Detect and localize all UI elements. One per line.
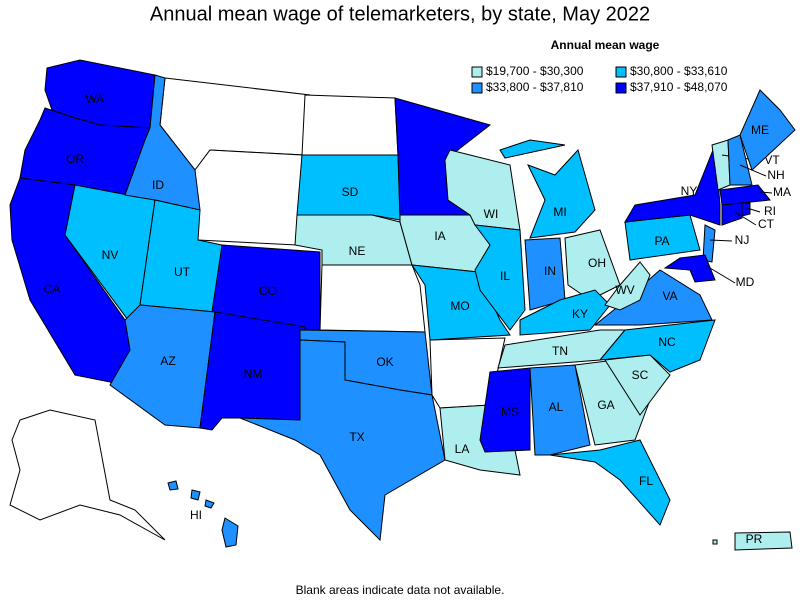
state-label: VT bbox=[764, 153, 780, 167]
legend-label: $37,910 - $48,070 bbox=[630, 80, 728, 94]
state-shape bbox=[301, 94, 399, 156]
state-shape bbox=[739, 89, 796, 171]
state-label: IA bbox=[434, 229, 445, 243]
leader-line bbox=[739, 164, 767, 177]
state-label: TN bbox=[552, 344, 568, 358]
leader-line bbox=[759, 191, 773, 194]
blank-states bbox=[9, 77, 506, 541]
state-label: WA bbox=[86, 92, 105, 106]
state-label: VA bbox=[662, 289, 677, 303]
leader-line bbox=[704, 264, 736, 284]
state-label: NH bbox=[767, 168, 784, 182]
state-label: NM bbox=[244, 367, 263, 381]
state-label: NV bbox=[102, 248, 119, 262]
legend-swatch bbox=[615, 82, 627, 94]
leader-line bbox=[734, 211, 757, 226]
state-label: GA bbox=[597, 398, 614, 412]
state-label: CO bbox=[259, 284, 277, 298]
state-shape bbox=[719, 184, 771, 206]
state-label: MI bbox=[553, 205, 566, 219]
state-shape bbox=[444, 149, 521, 231]
state-shape bbox=[190, 489, 201, 501]
state-label: TX bbox=[349, 430, 364, 444]
state-shape bbox=[712, 539, 718, 545]
state-label: CT bbox=[758, 217, 775, 231]
state-label: AZ bbox=[160, 354, 175, 368]
state-shape bbox=[529, 364, 591, 456]
state-label: IN bbox=[544, 264, 556, 278]
state-shape bbox=[564, 229, 621, 301]
state-label: SD bbox=[342, 185, 359, 199]
state-shape bbox=[479, 367, 531, 453]
state-label: MD bbox=[736, 275, 755, 289]
state-shape bbox=[296, 154, 401, 221]
legend-label: $19,700 - $30,300 bbox=[486, 64, 584, 78]
state-label: KY bbox=[572, 307, 588, 321]
state-shape bbox=[194, 149, 303, 246]
state-shape bbox=[663, 254, 716, 283]
state-shape bbox=[624, 144, 721, 226]
footnote: Blank areas indicate data not available. bbox=[296, 583, 505, 597]
legend-label: $30,800 - $33,610 bbox=[630, 64, 728, 78]
leader-line bbox=[746, 207, 761, 213]
state-label: UT bbox=[174, 265, 191, 279]
state-shape bbox=[167, 480, 179, 491]
state-shape bbox=[549, 439, 671, 526]
state-label: MA bbox=[773, 185, 791, 199]
state-shape bbox=[204, 499, 215, 509]
state-label: WV bbox=[615, 283, 634, 297]
state-shape bbox=[741, 202, 751, 217]
legend-label: $33,800 - $37,810 bbox=[486, 80, 584, 94]
state-label: IL bbox=[500, 269, 510, 283]
state-shape bbox=[473, 224, 526, 331]
state-label: ME bbox=[751, 123, 769, 137]
state-shape bbox=[499, 139, 566, 159]
state-label: NE bbox=[349, 244, 366, 258]
state-shape bbox=[239, 339, 446, 542]
state-label: CA bbox=[44, 282, 61, 296]
leader-line bbox=[709, 239, 733, 242]
legend-swatch bbox=[471, 82, 483, 94]
state-label: PA bbox=[654, 234, 669, 248]
state-shape bbox=[702, 224, 716, 263]
state-label: PR bbox=[746, 532, 763, 546]
state-shape bbox=[9, 409, 166, 541]
state-label: MS bbox=[501, 405, 519, 419]
state-shape bbox=[598, 319, 716, 373]
state-label: AL bbox=[549, 400, 564, 414]
state-shape bbox=[319, 264, 426, 333]
state-label: OH bbox=[588, 256, 606, 270]
state-label: ID bbox=[152, 178, 164, 192]
state-shape bbox=[294, 214, 413, 266]
state-label: WI bbox=[484, 207, 499, 221]
state-label: NJ bbox=[735, 233, 750, 247]
state-shape bbox=[734, 531, 793, 551]
state-label: LA bbox=[455, 442, 470, 456]
state-label: FL bbox=[639, 474, 653, 488]
state-label: HI bbox=[190, 508, 202, 522]
state-label: NY bbox=[681, 184, 698, 198]
state-shape bbox=[721, 202, 743, 226]
state-shape bbox=[221, 517, 239, 548]
legend-title: Annual mean wage bbox=[551, 38, 660, 52]
legend-swatch bbox=[471, 66, 483, 78]
state-label: OR bbox=[66, 152, 84, 166]
state-shape bbox=[604, 261, 651, 311]
map-title: Annual mean wage of telemarketers, by st… bbox=[150, 3, 650, 25]
state-label: NC bbox=[658, 335, 676, 349]
state-label: MO bbox=[450, 299, 469, 313]
state-shape bbox=[727, 134, 753, 186]
state-label: OK bbox=[376, 355, 393, 369]
state-label: SC bbox=[632, 368, 649, 382]
legend-swatch bbox=[615, 66, 627, 78]
state-shape bbox=[527, 149, 596, 239]
state-label: RI bbox=[764, 204, 776, 218]
